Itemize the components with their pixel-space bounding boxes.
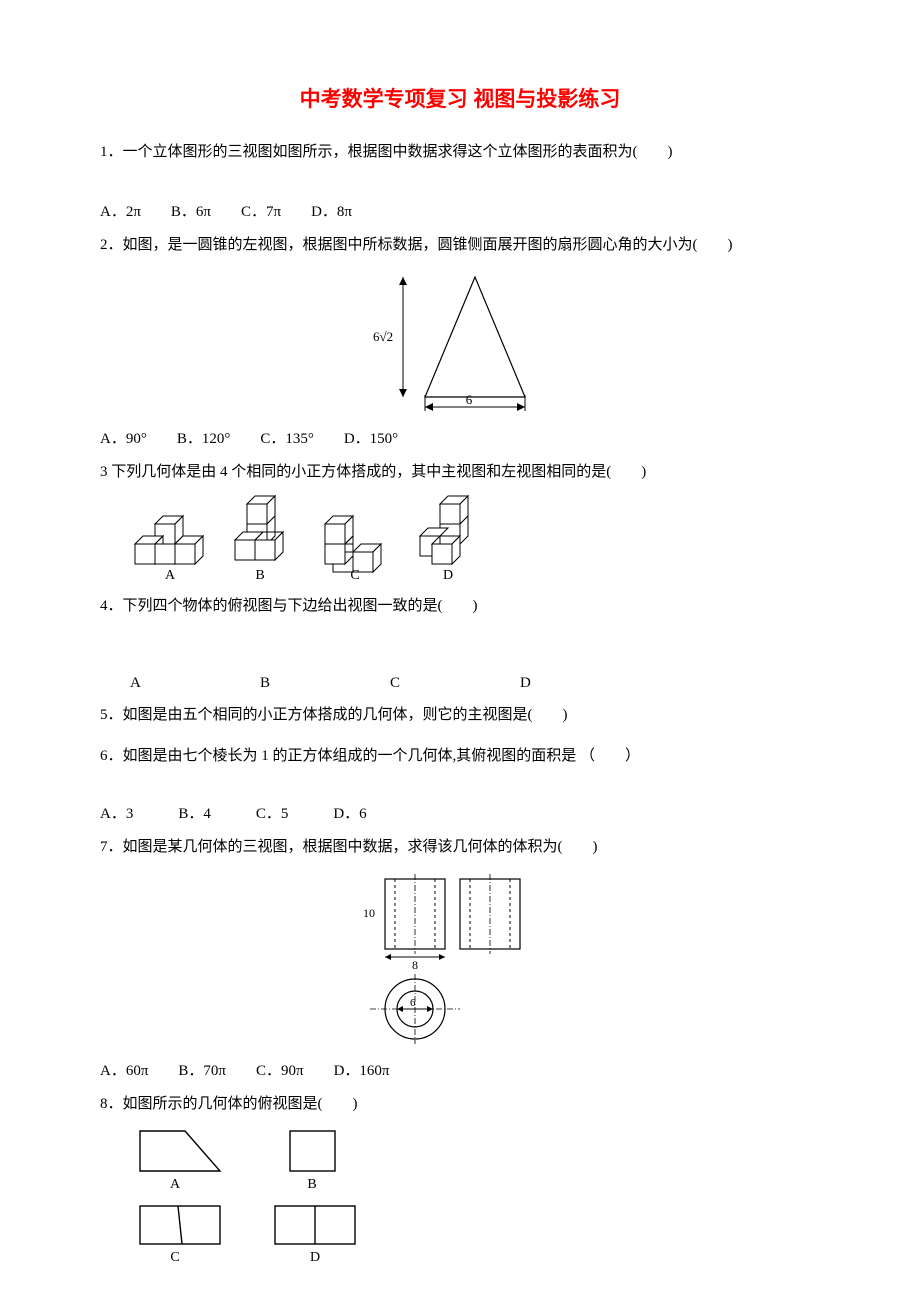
q2-height-label: 6√2: [373, 329, 393, 344]
question-4-options: A B C D: [100, 669, 820, 698]
q3-label-c: C: [350, 568, 359, 583]
question-8: 8．如图所示的几何体的俯视图是( ): [100, 1090, 820, 1119]
q8-label-a: A: [170, 1177, 181, 1192]
question-6-options: A．3 B．4 C．5 D．6: [100, 800, 820, 829]
q3-label-d: D: [443, 568, 453, 583]
question-2: 2．如图，是一圆锥的左视图，根据图中所标数据，圆锥侧面展开图的扇形圆心角的大小为…: [100, 231, 820, 260]
page-title: 中考数学专项复习 视图与投影练习: [100, 80, 820, 120]
q7-height-label: 10: [363, 906, 375, 920]
question-3: 3 下列几何体是由 4 个相同的小正方体搭成的，其中主视图和左视图相同的是( ): [100, 458, 820, 487]
q3-label-a: A: [165, 568, 176, 583]
question-7: 7．如图是某几何体的三视图，根据图中数据，求得该几何体的体积为( ): [100, 833, 820, 862]
q8-label-d: D: [310, 1250, 320, 1265]
question-3-figure: A B: [120, 494, 820, 584]
q7-inner-label: 6: [410, 997, 416, 1009]
q2-base-label: 6: [466, 392, 473, 407]
q8-label-c: C: [170, 1250, 179, 1265]
question-1: 1．一个立体图形的三视图如图所示，根据图中数据求得这个立体图形的表面积为( ): [100, 138, 820, 167]
question-7-figure: 10 8 6: [100, 869, 820, 1049]
question-5: 5．如图是由五个相同的小正方体搭成的几何体，则它的主视图是( ): [100, 701, 820, 730]
question-2-figure: 6√2 6: [100, 267, 820, 417]
question-4: 4．下列四个物体的俯视图与下边给出视图一致的是( ): [100, 592, 820, 621]
question-7-options: A．60π B．70π C．90π D．160π: [100, 1057, 820, 1086]
q8-label-b: B: [307, 1177, 316, 1192]
q3-label-b: B: [255, 568, 264, 583]
question-6: 6．如图是由七个棱长为 1 的正方体组成的一个几何体,其俯视图的面积是 （ ）: [100, 742, 820, 771]
question-8-figure: A B C D: [120, 1126, 820, 1266]
q7-width-label: 8: [412, 958, 418, 972]
question-1-options: A．2π B．6π C．7π D．8π: [100, 198, 820, 227]
question-2-options: A．90° B．120° C．135° D．150°: [100, 425, 820, 454]
